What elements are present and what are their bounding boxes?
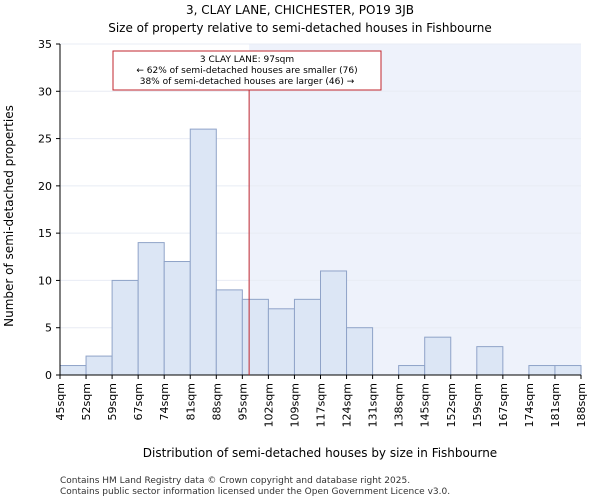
property-annotation: 3 CLAY LANE: 97sqm ← 62% of semi-detache… bbox=[112, 50, 382, 91]
bar bbox=[215, 289, 243, 376]
x-tick-label: 102sqm bbox=[262, 383, 275, 427]
y-axis-title: Number of semi-detached properties bbox=[2, 105, 16, 327]
x-tick-label: 124sqm bbox=[341, 383, 354, 427]
bar bbox=[137, 242, 165, 376]
footer-line-2: Contains public sector information licen… bbox=[60, 487, 450, 497]
y-tick-label: 25 bbox=[38, 133, 52, 146]
bar bbox=[163, 261, 191, 376]
x-tick-label: 109sqm bbox=[288, 383, 301, 427]
annotation-line-1: 3 CLAY LANE: 97sqm bbox=[200, 55, 294, 65]
y-tick-label: 5 bbox=[45, 322, 52, 335]
x-tick-label: 131sqm bbox=[367, 383, 380, 427]
bar bbox=[267, 308, 295, 376]
bar bbox=[293, 298, 322, 376]
x-tick-label: 52sqm bbox=[80, 383, 93, 420]
bars-layer bbox=[59, 128, 582, 376]
x-ticks: 45sqm 52sqm 59sqm 67sqm 74sqm 81sqm 88sqm 95sqm… bbox=[54, 375, 588, 427]
bar bbox=[424, 336, 452, 376]
bar bbox=[320, 270, 348, 376]
y-tick-label: 10 bbox=[38, 274, 52, 287]
x-tick-label: 74sqm bbox=[158, 383, 171, 420]
chart-subtitle: Size of property relative to semi-detach… bbox=[108, 21, 492, 35]
x-tick-label: 67sqm bbox=[132, 383, 145, 420]
x-tick-label: 59sqm bbox=[106, 383, 119, 420]
bar bbox=[554, 365, 582, 376]
y-tick-label: 20 bbox=[38, 180, 52, 193]
y-tick-label: 30 bbox=[38, 85, 52, 98]
x-tick-label: 174sqm bbox=[523, 383, 536, 427]
x-tick-label: 167sqm bbox=[497, 383, 510, 427]
x-tick-label: 152sqm bbox=[445, 383, 458, 427]
x-tick-label: 95sqm bbox=[236, 383, 249, 420]
bar bbox=[59, 365, 87, 376]
bar bbox=[398, 365, 426, 376]
bar bbox=[189, 128, 217, 376]
bar bbox=[85, 355, 113, 376]
chart-title: 3, CLAY LANE, CHICHESTER, PO19 3JB bbox=[186, 3, 414, 17]
y-ticks: 0 5 10 15 20 25 30 35 bbox=[38, 38, 60, 382]
annotation-line-3: 38% of semi-detached houses are larger (… bbox=[140, 77, 355, 87]
x-axis-title: Distribution of semi-detached houses by … bbox=[143, 446, 497, 460]
y-tick-label: 0 bbox=[45, 369, 52, 382]
x-tick-label: 188sqm bbox=[575, 383, 588, 427]
x-tick-label: 159sqm bbox=[471, 383, 484, 427]
x-tick-label: 45sqm bbox=[54, 383, 67, 420]
x-tick-label: 88sqm bbox=[210, 383, 223, 420]
x-tick-label: 81sqm bbox=[184, 383, 197, 420]
y-tick-label: 15 bbox=[38, 227, 52, 240]
x-tick-label: 181sqm bbox=[549, 383, 562, 427]
annotation-box bbox=[112, 50, 382, 91]
footer-line-1: Contains HM Land Registry data © Crown c… bbox=[60, 476, 410, 486]
annotation-line-2: ← 62% of semi-detached houses are smalle… bbox=[136, 66, 357, 76]
bar bbox=[241, 298, 269, 376]
x-tick-label: 117sqm bbox=[315, 383, 328, 427]
y-tick-label: 35 bbox=[38, 38, 52, 51]
x-tick-label: 145sqm bbox=[419, 383, 432, 427]
bar bbox=[111, 279, 139, 376]
x-tick-label: 138sqm bbox=[393, 383, 406, 427]
bar bbox=[346, 327, 374, 376]
bar bbox=[528, 365, 556, 376]
bar bbox=[476, 346, 504, 376]
